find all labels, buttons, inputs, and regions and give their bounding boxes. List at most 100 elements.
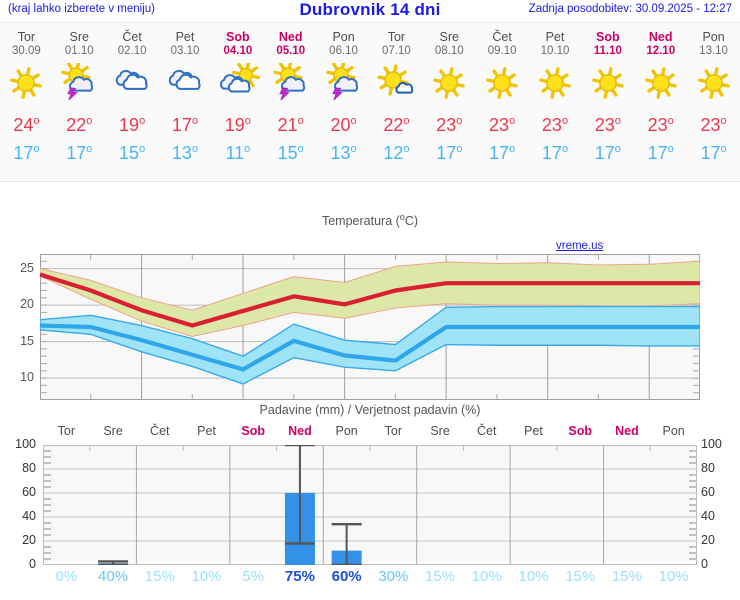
degree-symbol: o (86, 143, 93, 155)
precipitation-probability-label: 40% (98, 568, 129, 585)
degree-symbol: o (403, 115, 410, 127)
min-temperature-value: 17 (436, 143, 457, 163)
max-temperature: 23o (581, 115, 634, 136)
min-temperature: 15o (264, 143, 317, 164)
degree-symbol: o (33, 115, 40, 127)
day-date: 30.09 (12, 45, 41, 57)
precipitation-probability-label: 5% (242, 568, 265, 585)
precipitation-day-label: Ned (615, 424, 639, 438)
forecast-day-column[interactable]: Pon 06.10 20o 13o (317, 23, 370, 181)
forecast-day-column[interactable]: Tor 30.09 24o 17o (0, 23, 53, 181)
forecast-day-column[interactable]: Sre 01.10 22o 17o (53, 23, 106, 181)
min-temperature: 15o (106, 143, 159, 164)
max-temperature: 23o (423, 115, 476, 136)
max-temperature-value: 22 (383, 115, 404, 135)
degree-symbol: o (350, 143, 357, 155)
precipitation-y-tick-label-right: 40 (701, 509, 715, 523)
temperature-plot-area (40, 254, 700, 400)
day-name: Tor (387, 30, 406, 44)
max-temperature: 23o (634, 115, 687, 136)
forecast-day-column[interactable]: Sre 08.10 23o 17o (423, 23, 476, 181)
degree-symbol: o (86, 115, 93, 127)
forecast-day-column[interactable]: Pon 13.10 23o 17o (687, 23, 740, 181)
precipitation-probability-label: 15% (611, 568, 642, 585)
degree-symbol: o (561, 115, 569, 127)
sun-icon (529, 63, 582, 111)
precipitation-y-tick-label-right: 60 (701, 485, 715, 499)
precipitation-probability-label: 60% (331, 568, 362, 585)
precipitation-probability-label: 10% (518, 568, 549, 585)
degree-symbol: o (667, 143, 674, 155)
min-temperature-value: 17 (13, 143, 34, 163)
top-bar: (kraj lahko izberete v meniju) Dubrovnik… (0, 0, 740, 22)
min-temperature-value: 17 (647, 143, 668, 163)
precipitation-plot-svg (43, 445, 697, 565)
precipitation-y-tick-label-left: 20 (22, 533, 36, 547)
precipitation-y-tick-label-left: 60 (22, 485, 36, 499)
precipitation-day-label: Pet (197, 424, 216, 438)
header-divider (0, 22, 740, 23)
sun-icon (687, 63, 740, 111)
sun-small-cloud-icon (370, 63, 423, 111)
degree-symbol: o (139, 143, 146, 155)
precipitation-probability-label: 0% (55, 568, 78, 585)
max-temperature-value: 23 (436, 115, 457, 135)
min-temperature: 17o (529, 143, 582, 164)
watermark-link[interactable]: vreme.us (556, 240, 604, 252)
min-temperature-value: 15 (277, 143, 298, 163)
day-name: Čet (122, 30, 142, 44)
degree-symbol: o (191, 115, 199, 127)
min-temperature: 17o (0, 143, 53, 164)
precipitation-probability-label: 30% (378, 568, 409, 585)
daily-forecast-strip: Tor 30.09 24o 17o Sre 01.10 22o 17o Čet 02.10 19o 1… (0, 23, 740, 181)
forecast-day-column[interactable]: Ned 12.10 23o 17o (634, 23, 687, 181)
precipitation-day-label: Tor (384, 424, 403, 438)
precipitation-day-label: Sob (241, 424, 265, 438)
degree-symbol: o (456, 143, 463, 155)
sun-icon (423, 63, 476, 111)
precipitation-chart-title: Padavine (mm) / Verjetnost padavin (%) (259, 403, 481, 417)
day-name: Pon (702, 30, 725, 44)
max-temperature-value: 19 (224, 115, 245, 135)
day-name: Sre (439, 30, 459, 44)
degree-symbol: o (244, 143, 251, 155)
max-temperature: 20o (317, 115, 370, 136)
min-temperature-value: 17 (66, 143, 87, 163)
min-temperature: 13o (317, 143, 370, 164)
degree-symbol: o (297, 115, 304, 127)
forecast-day-column[interactable]: Pet 10.10 23o 17o (529, 23, 582, 181)
degree-symbol: o (139, 115, 146, 127)
precipitation-day-label: Sre (430, 424, 450, 438)
location-hint: (kraj lahko izberete v meniju) (8, 3, 156, 15)
forecast-day-column[interactable]: Čet 09.10 23o 17o (476, 23, 529, 181)
day-name: Sob (226, 30, 250, 44)
day-date: 06.10 (329, 45, 358, 57)
day-date: 07.10 (382, 45, 411, 57)
forecast-day-column[interactable]: Čet 02.10 19o 15o (106, 23, 159, 181)
precipitation-probability-label: 15% (425, 568, 456, 585)
max-temperature: 17o (159, 115, 212, 136)
max-temperature-value: 21 (277, 115, 298, 135)
precipitation-y-tick-label-right: 0 (701, 557, 708, 571)
temperature-plot-svg (40, 254, 700, 400)
day-name: Pon (332, 30, 355, 44)
day-date: 02.10 (117, 45, 147, 57)
degree-symbol: o (561, 143, 569, 155)
forecast-day-column[interactable]: Sob 11.10 23o 17o (581, 23, 634, 181)
day-name: Ned (278, 30, 303, 44)
min-temperature-value: 12 (383, 143, 404, 163)
precipitation-day-label: Pon (662, 424, 685, 438)
forecast-day-column[interactable]: Tor 07.10 22o 12o (370, 23, 423, 181)
precipitation-day-label: Sre (103, 424, 123, 438)
min-temperature-value: 13 (330, 143, 351, 163)
forecast-day-column[interactable]: Ned 05.10 21o 15o (264, 23, 317, 181)
forecast-day-column[interactable]: Sob 04.10 19o 11o (211, 23, 264, 181)
min-temperature: 17o (634, 143, 687, 164)
degree-symbol: o (720, 143, 727, 155)
forecast-day-column[interactable]: Pet 03.10 17o 13o (159, 23, 212, 181)
day-date: 10.10 (540, 45, 570, 57)
day-name: Pet (545, 30, 565, 44)
min-temperature-value: 17 (489, 143, 510, 163)
temperature-chart-title: Temperatura (oC) (321, 212, 419, 229)
degree-symbol: o (191, 143, 199, 155)
